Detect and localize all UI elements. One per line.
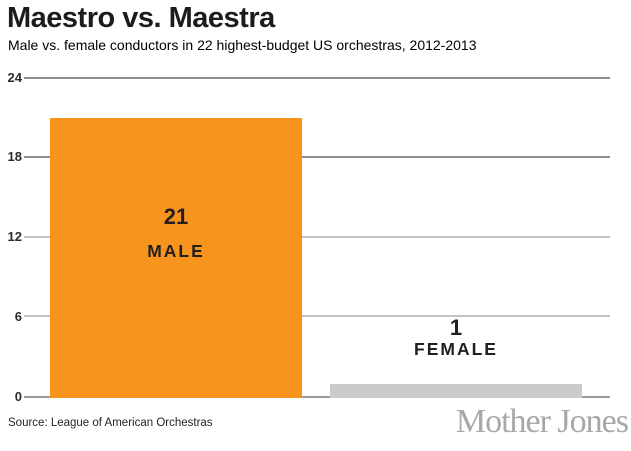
bar-male [50, 117, 302, 398]
y-tick-label-18: 18 [7, 149, 22, 164]
y-tick-label-6: 6 [14, 309, 22, 324]
gridline-6 [24, 315, 610, 317]
bar-female [330, 384, 582, 398]
y-tick-label-12: 12 [7, 229, 22, 244]
gridline-18 [24, 156, 610, 158]
bar-value-female: 1 [449, 315, 463, 340]
bar-category-male: MALE [147, 241, 205, 261]
gridline-12 [24, 236, 610, 238]
bar-category-female: FEMALE [414, 339, 498, 359]
y-tick-label-0: 0 [14, 389, 22, 404]
chart-subtitle: Male vs. female conductors in 22 highest… [8, 37, 477, 53]
gridline-0-baseline [24, 396, 610, 398]
source-text: Source: League of American Orchestras [8, 417, 213, 429]
y-tick-label-24: 24 [7, 70, 22, 85]
mother-jones-logo: Mother Jones [455, 403, 629, 440]
gridline-24 [24, 77, 610, 79]
chart-title: Maestro vs. Maestra [7, 2, 275, 34]
bar-value-male: 21 [163, 204, 189, 229]
